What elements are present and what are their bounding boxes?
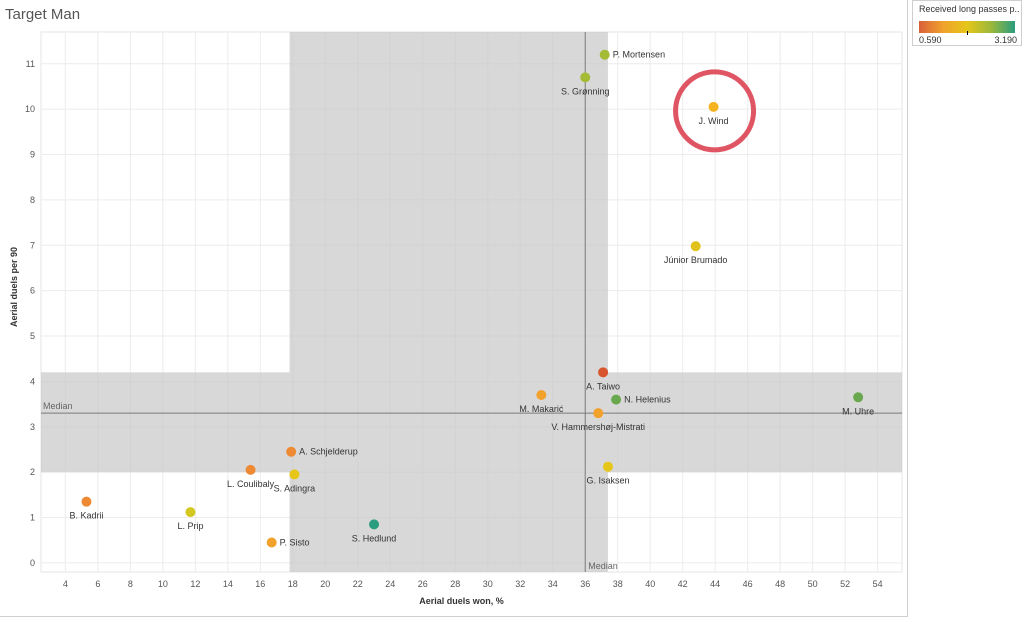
- y-tick-label: 3: [30, 422, 35, 432]
- x-tick-label: 42: [678, 579, 688, 589]
- point-label: Júnior Brumado: [664, 255, 728, 265]
- median-band-horizontal-right: [607, 372, 902, 473]
- x-tick-label: 6: [95, 579, 100, 589]
- point-label: V. Hammershøj-Mistrati: [551, 422, 645, 432]
- y-tick-label: 5: [30, 331, 35, 341]
- data-point: [690, 241, 701, 252]
- x-tick-label: 16: [255, 579, 265, 589]
- x-tick-label: 36: [580, 579, 590, 589]
- x-tick-label: 12: [190, 579, 200, 589]
- x-tick-label: 26: [418, 579, 428, 589]
- legend-marker: [967, 31, 969, 35]
- data-point: [599, 49, 610, 60]
- x-tick-label: 54: [873, 579, 883, 589]
- data-point: [81, 496, 92, 507]
- data-point: [611, 394, 622, 405]
- x-tick-label: 30: [483, 579, 493, 589]
- y-tick-label: 2: [30, 467, 35, 477]
- data-point: [245, 464, 256, 475]
- x-tick-label: 28: [450, 579, 460, 589]
- x-tick-label: 4: [63, 579, 68, 589]
- x-tick-label: 32: [515, 579, 525, 589]
- point-label: N. Helenius: [624, 395, 671, 405]
- y-tick-label: 1: [30, 513, 35, 523]
- point-label: J. Wind: [699, 116, 729, 126]
- legend-max-label: 3.190: [994, 35, 1017, 45]
- y-tick-label: 10: [25, 104, 35, 114]
- x-tick-label: 38: [613, 579, 623, 589]
- data-point: [708, 101, 719, 112]
- x-tick-label: 24: [385, 579, 395, 589]
- data-point: [853, 392, 864, 403]
- point-label: L. Prip: [177, 521, 203, 531]
- median-label-y: Median: [43, 401, 73, 411]
- data-point: [185, 507, 196, 518]
- point-label: A. Schjelderup: [299, 447, 358, 457]
- y-tick-label: 6: [30, 286, 35, 296]
- legend-min-label: 0.590: [919, 35, 942, 45]
- x-tick-label: 52: [840, 579, 850, 589]
- x-tick-label: 34: [548, 579, 558, 589]
- y-tick-label: 8: [30, 195, 35, 205]
- x-tick-label: 40: [645, 579, 655, 589]
- point-label: B. Kadrii: [69, 511, 103, 521]
- point-label: M. Makarić: [519, 404, 564, 414]
- point-label: G. Isaksen: [586, 476, 629, 486]
- y-tick-label: 7: [30, 240, 35, 250]
- data-point: [602, 461, 613, 472]
- point-label: A. Taiwo: [586, 381, 620, 391]
- y-tick-label: 4: [30, 376, 35, 386]
- x-tick-label: 50: [808, 579, 818, 589]
- point-label: S. Grønning: [561, 86, 610, 96]
- highlight-circle: [673, 69, 757, 153]
- data-point: [286, 446, 297, 457]
- point-label: P. Sisto: [280, 538, 310, 548]
- x-axis-label: Aerial duels won, %: [419, 596, 504, 606]
- point-label: S. Hedlund: [352, 533, 397, 543]
- chart-frame: [0, 0, 908, 617]
- median-band-horizontal-left: [41, 372, 290, 473]
- y-tick-label: 9: [30, 150, 35, 160]
- y-tick-label: 0: [30, 558, 35, 568]
- y-axis-label: Aerial duels per 90: [9, 247, 19, 327]
- x-tick-label: 18: [288, 579, 298, 589]
- data-point: [580, 72, 591, 83]
- point-label: P. Mortensen: [613, 50, 665, 60]
- x-tick-label: 46: [743, 579, 753, 589]
- data-point: [593, 408, 604, 419]
- data-point: [266, 537, 277, 548]
- x-tick-label: 20: [320, 579, 330, 589]
- y-tick-label: 11: [26, 59, 35, 69]
- data-point: [289, 469, 300, 480]
- legend-gradient-bar: [919, 21, 1015, 33]
- chart-title: Target Man: [5, 6, 81, 23]
- color-legend[interactable]: Received long passes p... 0.590 3.190: [912, 0, 1022, 46]
- x-tick-label: 8: [128, 579, 133, 589]
- point-label: M. Uhre: [842, 406, 874, 416]
- legend-title: Received long passes p...: [919, 4, 1019, 14]
- x-tick-label: 14: [223, 579, 233, 589]
- data-point: [598, 367, 609, 378]
- median-band-vertical: [289, 32, 608, 572]
- point-label: L. Coulibaly: [227, 479, 275, 489]
- x-tick-label: 48: [775, 579, 785, 589]
- x-tick-label: 22: [353, 579, 363, 589]
- data-point: [536, 390, 547, 401]
- x-tick-label: 44: [710, 579, 720, 589]
- point-label: S. Adingra: [274, 483, 316, 493]
- data-point: [369, 519, 380, 530]
- median-label-x: Median: [588, 561, 618, 571]
- x-tick-label: 10: [158, 579, 168, 589]
